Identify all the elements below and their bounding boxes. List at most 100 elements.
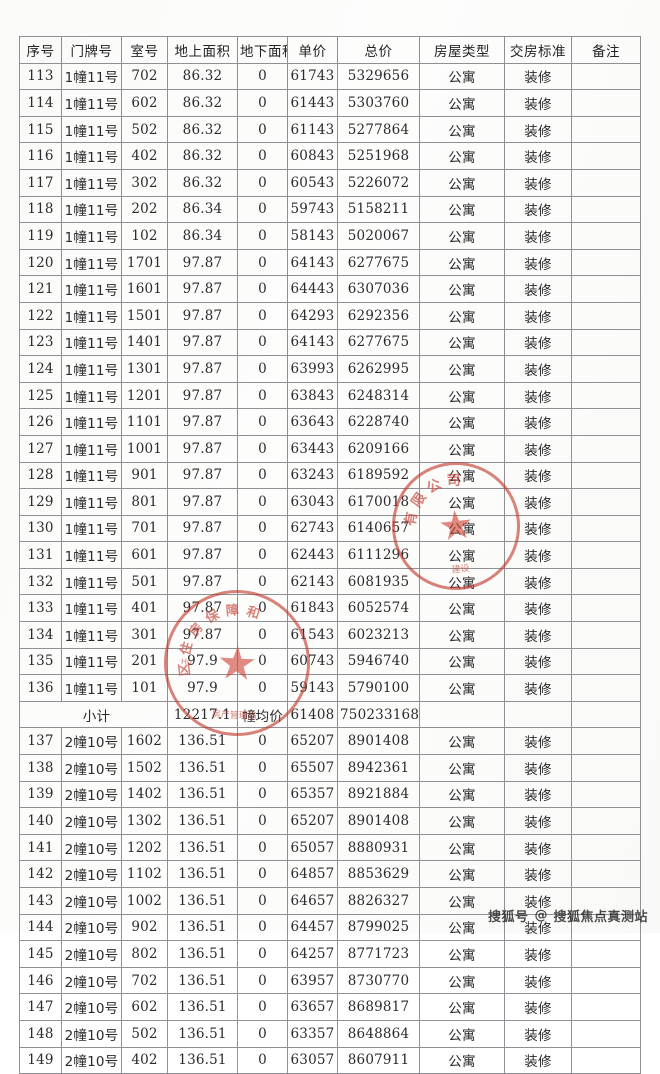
cell-house-type: 公寓 [419,727,505,756]
cell-delivery-standard: 装修 [504,940,572,968]
cell-delivery-standard: 装修 [504,115,572,144]
cell-unit-price: 62443 [287,541,338,569]
cell-note [571,168,641,197]
cell-unit-price: 63043 [287,488,338,516]
cell-room: 1701 [121,248,168,277]
cell-house-type: 公寓 [419,142,505,170]
cell-address: 2幢10号 [61,1019,122,1048]
cell-address: 1幢11号 [61,381,122,410]
cell-delivery-standard: 装修 [504,647,572,676]
header-house-type: 房屋类型 [419,36,505,64]
cell-total-price: 6262995 [337,355,420,383]
cell-above-area: 97.9 [167,674,238,702]
cell-below-area: 0 [237,434,288,463]
cell-seq: 127 [19,434,62,463]
cell-note [571,142,641,170]
header-unit-price: 单价 [287,36,338,64]
cell-total-price: 8648864 [337,1019,420,1048]
cell-room: 402 [121,1046,168,1074]
cell-house-type: 公寓 [419,195,505,224]
cell-above-area: 136.51 [167,966,238,995]
cell-above-area: 136.51 [167,1046,238,1074]
cell-total-price: 5790100 [337,674,420,702]
cell-seq: 140 [19,807,62,835]
cell-unit-price: 61443 [287,89,338,117]
price-table-container: 序号 门牌号 室号 地上面积 地下面积 单价 总价 房屋类型 交房标准 备注 1… [19,36,641,1074]
cell-note [571,727,641,756]
cell-note [571,355,641,383]
cell-house-type: 公寓 [419,807,505,835]
cell-address: 1幢11号 [61,408,122,436]
cell-house-type: 公寓 [419,674,505,702]
cell-below-area: 0 [237,275,288,303]
cell-above-area: 136.51 [167,993,238,1021]
header-total-price: 总价 [337,36,420,64]
cell-total-price: 6189592 [337,461,420,490]
table-body-building-1: 113 1幢11号 702 86.32 0 61743 5329656 公寓 装修 114 1幢11… [19,62,641,702]
cell-above-area: 136.51 [167,727,238,756]
cell-below-area: 0 [237,1046,288,1074]
cell-above-area: 97.87 [167,301,238,330]
cell-above-area: 97.87 [167,488,238,516]
cell-delivery-standard: 装修 [504,1019,572,1048]
cell-house-type: 公寓 [419,780,505,809]
cell-unit-price: 64657 [287,887,338,915]
cell-total-price: 8942361 [337,754,420,782]
cell-room: 1601 [121,275,168,303]
table-row: 134 1幢11号 301 97.87 0 61543 6023213 公寓 装修 [19,621,641,649]
cell-total-price: 6248314 [337,381,420,410]
cell-unit-price: 65507 [287,754,338,782]
cell-total-price: 5277864 [337,115,420,144]
cell-unit-price: 60843 [287,142,338,170]
cell-unit-price: 60543 [287,168,338,197]
cell-address: 1幢11号 [61,142,122,170]
cell-address: 1幢11号 [61,115,122,144]
cell-room: 901 [121,461,168,490]
header-note: 备注 [571,36,641,64]
cell-house-type: 公寓 [419,434,505,463]
cell-total-price: 6277675 [337,248,420,277]
cell-below-area: 0 [237,195,288,224]
cell-room: 402 [121,142,168,170]
cell-above-area: 136.51 [167,1019,238,1048]
cell-seq: 141 [19,833,62,862]
cell-below-area: 0 [237,727,288,756]
table-row: 129 1幢11号 801 97.87 0 63043 6170018 公寓 装修 [19,488,641,516]
cell-note [571,780,641,809]
cell-note [571,222,641,250]
cell-above-area: 136.51 [167,913,238,942]
cell-above-area: 136.51 [167,780,238,809]
cell-delivery-standard: 装修 [504,408,572,436]
cell-unit-price: 64857 [287,860,338,888]
cell-below-area: 0 [237,328,288,357]
cell-note [571,488,641,516]
cell-note [571,674,641,702]
cell-above-area: 86.34 [167,195,238,224]
cell-seq: 146 [19,966,62,995]
cell-below-area: 0 [237,780,288,809]
cell-delivery-standard: 装修 [504,275,572,303]
cell-seq: 119 [19,222,62,250]
cell-note [571,248,641,277]
cell-above-area: 86.32 [167,62,238,91]
cell-address: 1幢11号 [61,461,122,490]
table-row: 140 2幢10号 1302 136.51 0 65207 8901408 公寓 装修 [19,807,641,835]
cell-seq: 144 [19,913,62,942]
cell-seq: 148 [19,1019,62,1048]
cell-seq: 117 [19,168,62,197]
subtotal-label: 小计 [19,700,168,729]
cell-seq: 133 [19,594,62,623]
cell-unit-price: 62743 [287,514,338,543]
table-row: 126 1幢11号 1101 97.87 0 63643 6228740 公寓 装修 [19,408,641,436]
cell-address: 2幢10号 [61,1046,122,1074]
cell-unit-price: 61743 [287,62,338,91]
cell-total-price: 8799025 [337,913,420,942]
cell-room: 1101 [121,408,168,436]
cell-room: 1402 [121,780,168,809]
cell-delivery-standard: 装修 [504,833,572,862]
cell-total-price: 5251968 [337,142,420,170]
cell-seq: 122 [19,301,62,330]
cell-unit-price: 63057 [287,1046,338,1074]
table-row: 125 1幢11号 1201 97.87 0 63843 6248314 公寓 装修 [19,381,641,410]
cell-seq: 120 [19,248,62,277]
